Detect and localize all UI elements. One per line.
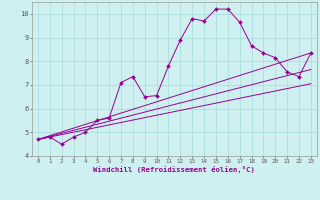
X-axis label: Windchill (Refroidissement éolien,°C): Windchill (Refroidissement éolien,°C): [93, 166, 255, 173]
